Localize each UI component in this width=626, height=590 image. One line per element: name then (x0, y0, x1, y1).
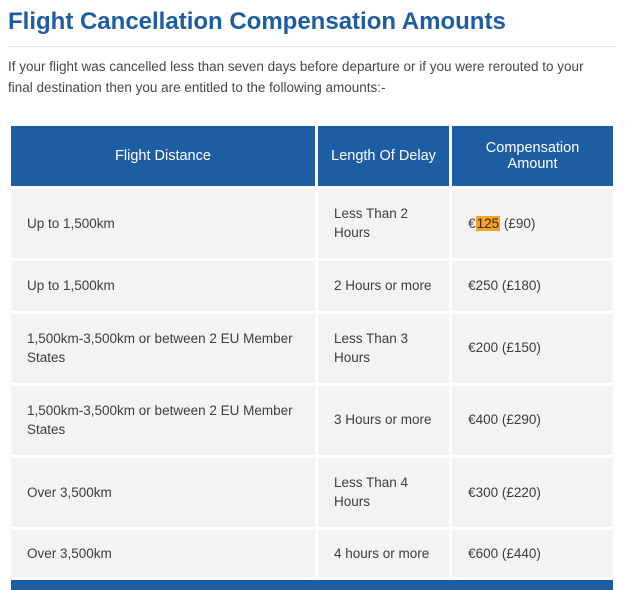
next-table-header-partial (11, 580, 613, 590)
table-row: 1,500km-3,500km or between 2 EU Member S… (11, 313, 613, 383)
table-row: Up to 1,500km 2 Hours or more €250 (£180… (11, 260, 613, 311)
cell-amount: €400 (£290) (452, 385, 613, 455)
table-row: Over 3,500km 4 hours or more €600 (£440) (11, 529, 613, 578)
cell-distance: Up to 1,500km (11, 260, 315, 311)
intro-text: If your flight was cancelled less than s… (8, 59, 584, 95)
cell-distance: Over 3,500km (11, 457, 315, 527)
cell-distance: Up to 1,500km (11, 188, 315, 258)
header-compensation-amount: Compensation Amount (452, 125, 613, 186)
header-length-of-delay: Length Of Delay (317, 125, 450, 186)
cell-amount: €125 (£90) (452, 188, 613, 258)
search-highlight: 125 (475, 215, 501, 231)
header-flight-distance: Flight Distance (11, 125, 315, 186)
compensation-table: Flight Distance Length Of Delay Compensa… (8, 122, 616, 581)
cell-amount: €600 (£440) (452, 529, 613, 578)
cell-distance: Over 3,500km (11, 529, 315, 578)
table-header-row: Flight Distance Length Of Delay Compensa… (11, 125, 613, 186)
cell-amount: €200 (£150) (452, 313, 613, 383)
cell-delay: 4 hours or more (317, 529, 450, 578)
cell-delay: Less Than 3 Hours (317, 313, 450, 383)
amount-suffix: (£90) (500, 215, 536, 231)
cell-distance: 1,500km-3,500km or between 2 EU Member S… (11, 385, 315, 455)
cell-delay: 3 Hours or more (317, 385, 450, 455)
cell-delay: Less Than 2 Hours (317, 188, 450, 258)
table-row: 1,500km-3,500km or between 2 EU Member S… (11, 385, 613, 455)
cell-amount: €250 (£180) (452, 260, 613, 311)
cell-delay: 2 Hours or more (317, 260, 450, 311)
table-row: Over 3,500km Less Than 4 Hours €300 (£22… (11, 457, 613, 527)
cell-distance: 1,500km-3,500km or between 2 EU Member S… (11, 313, 315, 383)
amount-prefix: € (468, 215, 476, 231)
table-row: Up to 1,500km Less Than 2 Hours €125 (£9… (11, 188, 613, 258)
page-title: Flight Cancellation Compensation Amounts (8, 6, 616, 47)
cell-amount: €300 (£220) (452, 457, 613, 527)
cell-delay: Less Than 4 Hours (317, 457, 450, 527)
